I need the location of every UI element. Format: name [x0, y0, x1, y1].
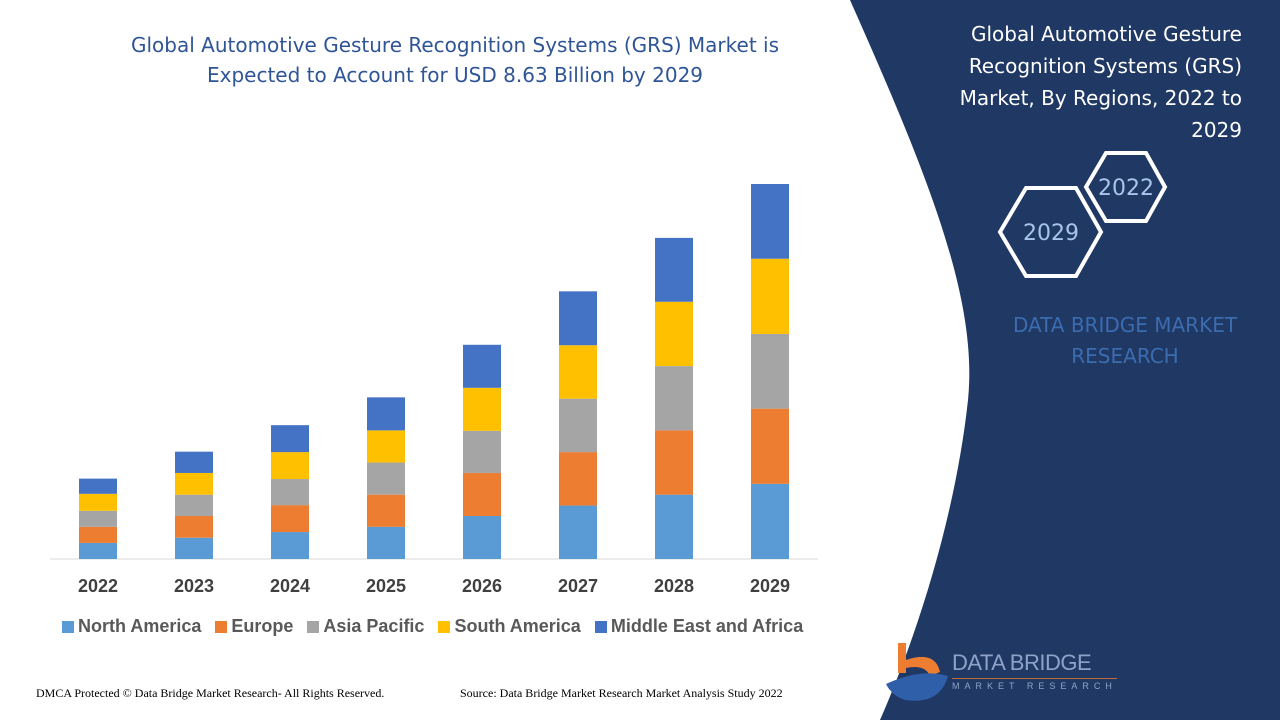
bar-segment-2029-europe [751, 408, 789, 484]
bar-segment-2028-asia-pacific [655, 366, 693, 431]
bar-segment-2027-middle-east-and-africa [559, 291, 597, 346]
bar-segment-2023-asia-pacific [175, 494, 213, 516]
x-tick-label: 2026 [462, 576, 502, 596]
legend-item-asia-pacific: Asia Pacific [307, 616, 424, 637]
bar-segment-2026-south-america [463, 387, 501, 431]
bar-segment-2023-north-america [175, 537, 213, 559]
bar-segment-2028-south-america [655, 301, 693, 367]
bar-segment-2022-asia-pacific [79, 510, 117, 527]
bar-segment-2027-north-america [559, 505, 597, 559]
legend-item-south-america: South America [438, 616, 581, 637]
chart-legend: North America Europe Asia Pacific South … [62, 616, 803, 637]
bar-segment-2022-north-america [79, 542, 117, 559]
title-line-1: Global Automotive Gesture Recognition Sy… [130, 33, 780, 57]
bar-segment-2023-europe [175, 515, 213, 538]
bar-segment-2029-south-america [751, 258, 789, 334]
hexagon-2029 [997, 186, 1104, 278]
brand-line-2: RESEARCH [1071, 344, 1179, 368]
title-line-2: Expected to Account for USD 8.63 Billion… [206, 63, 704, 87]
bar-segment-2023-south-america [175, 472, 213, 495]
bar-segment-2026-north-america [463, 515, 501, 559]
side-title-line: Market, By Regions, 2022 to [959, 86, 1242, 110]
bar-segment-2024-europe [271, 505, 309, 533]
x-tick-label: 2025 [366, 576, 406, 596]
logo-icon [886, 643, 948, 701]
bar-segment-2026-asia-pacific [463, 430, 501, 473]
x-tick-label: 2029 [750, 576, 790, 596]
bar-segment-2024-middle-east-and-africa [271, 425, 309, 453]
bar-segment-2026-middle-east-and-africa [463, 344, 501, 388]
side-title-line: 2029 [1191, 118, 1242, 142]
bar-segment-2026-europe [463, 472, 501, 516]
bar-segment-2022-europe [79, 526, 117, 543]
x-tick-label: 2023 [174, 576, 214, 596]
bar-segment-2029-asia-pacific [751, 333, 789, 409]
logo-name: DATA BRIDGE [952, 650, 1092, 675]
legend-item-middle-east-africa: Middle East and Africa [594, 616, 804, 637]
bar-segment-2023-middle-east-and-africa [175, 451, 213, 473]
legend-label: North America [78, 616, 202, 636]
bar-segment-2029-middle-east-and-africa [751, 184, 789, 259]
legend-swatch [215, 620, 228, 633]
brand-watermark-text: DATA BRIDGE MARKET RESEARCH [985, 310, 1265, 372]
bar-segment-2024-south-america [271, 452, 309, 480]
x-tick-label: 2027 [558, 576, 598, 596]
x-tick-label: 2024 [270, 576, 310, 596]
bar-segment-2025-europe [367, 494, 405, 527]
legend-label: Middle East and Africa [610, 616, 804, 636]
legend-label: Europe [231, 616, 294, 636]
chart-bars [79, 184, 789, 559]
bar-segment-2025-middle-east-and-africa [367, 397, 405, 431]
hex-2022-label: 2022 [1098, 176, 1154, 201]
bar-segment-2029-north-america [751, 483, 789, 559]
legend-swatch [594, 620, 607, 633]
legend-swatch [62, 620, 74, 633]
bar-segment-2028-middle-east-and-africa [655, 237, 693, 302]
copyright-notice: DMCA Protected © Data Bridge Market Rese… [36, 686, 385, 700]
bar-segment-2022-south-america [79, 493, 117, 511]
brand-line-1: DATA BRIDGE MARKET [1012, 313, 1238, 337]
bar-segment-2027-europe [559, 452, 597, 506]
page-title: Global Automotive Gesture Recognition Sy… [60, 30, 850, 90]
bar-segment-2027-south-america [559, 345, 597, 399]
x-tick-label: 2028 [654, 576, 694, 596]
bar-segment-2025-south-america [367, 430, 405, 463]
hexagon-2022 [1083, 151, 1168, 223]
bar-segment-2028-north-america [655, 494, 693, 559]
bar-segment-2025-asia-pacific [367, 462, 405, 495]
legend-item-north-america: North America [62, 616, 201, 637]
legend-item-europe: Europe [215, 616, 293, 637]
bar-segment-2027-asia-pacific [559, 398, 597, 453]
legend-swatch [438, 620, 451, 633]
hex-2029-label: 2029 [1023, 221, 1079, 246]
side-title-line: Recognition Systems (GRS) [968, 54, 1242, 78]
side-title-line: Global Automotive Gesture [970, 22, 1242, 46]
legend-label: Asia Pacific [323, 616, 425, 636]
bar-segment-2024-asia-pacific [271, 479, 309, 506]
x-axis-ticks: 2022 2023 2024 2025 2026 2027 2028 2029 [78, 576, 790, 596]
source-note: Source: Data Bridge Market Research Mark… [460, 686, 783, 700]
side-panel-title: Global Automotive Gesture Recognition Sy… [912, 18, 1242, 146]
bar-segment-2025-north-america [367, 526, 405, 559]
logo: DATA BRIDGE MARKET RESEARCH [952, 650, 1117, 691]
side-panel [850, 0, 1280, 720]
legend-label: South America [454, 616, 581, 636]
logo-tagline: MARKET RESEARCH [952, 678, 1117, 691]
x-tick-label: 2022 [78, 576, 118, 596]
bar-segment-2024-north-america [271, 532, 309, 559]
legend-swatch [307, 620, 320, 633]
bar-segment-2022-middle-east-and-africa [79, 478, 117, 494]
bar-segment-2028-europe [655, 430, 693, 495]
